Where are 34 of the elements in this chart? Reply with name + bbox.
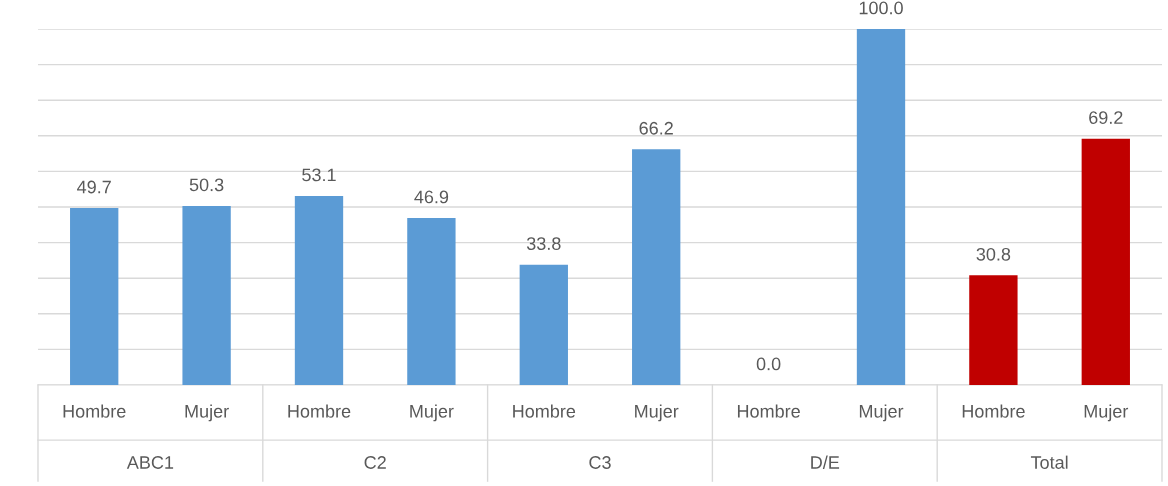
bar (969, 275, 1018, 385)
bar (1081, 138, 1130, 385)
bar (407, 218, 456, 385)
x-tick-label: Hombre (513, 404, 576, 418)
bar (632, 149, 681, 385)
text: D/E (811, 455, 840, 469)
text: C3 (589, 456, 611, 469)
x-tick-label: Mujer (410, 404, 454, 422)
data-label: 100.0 (859, 1, 903, 15)
text: ABC1 (126, 456, 174, 469)
x-tick-label: Mujer (185, 404, 229, 422)
bar (70, 208, 119, 385)
data-label: 49.7 (77, 180, 111, 194)
bar (182, 205, 231, 385)
data-label: 66.2 (639, 121, 673, 135)
data-label: 46.9 (414, 190, 449, 204)
x-tick-label: Mujer (1084, 404, 1129, 422)
text: Total (1030, 455, 1068, 469)
x-tick-label: Hombre (63, 404, 126, 418)
x-tick-label: Hombre (737, 404, 800, 418)
data-label: 0.0 (756, 357, 781, 371)
x-tick-label: Mujer (635, 404, 679, 422)
x-tick-label: Hombre (962, 404, 1025, 418)
data-label: 50.3 (189, 178, 224, 192)
data-label: 69.2 (1089, 111, 1123, 124)
x-tick-label: Mujer (859, 404, 904, 422)
data-label: 33.8 (526, 237, 561, 250)
bar (856, 29, 906, 385)
bar (519, 264, 568, 385)
data-label: 53.1 (302, 168, 336, 182)
x-tick-label: Hombre (288, 404, 351, 418)
text: C2 (364, 456, 386, 469)
data-label: 30.8 (976, 247, 1011, 261)
bar (294, 195, 344, 385)
